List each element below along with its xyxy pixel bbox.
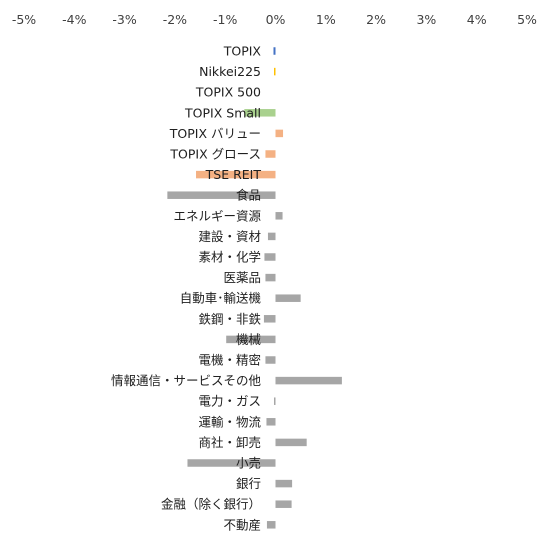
x-tick-label: 4% [467, 12, 487, 27]
category-label: 医薬品 [223, 270, 261, 285]
bar [274, 67, 276, 76]
category-label: 商社・卸売 [198, 435, 261, 450]
x-tick-label: -2% [163, 12, 187, 27]
category-label: 不動産 [223, 517, 261, 532]
x-tick-label: 2% [366, 12, 386, 27]
category-label: 運輸・物流 [198, 414, 261, 429]
category-label: 電力・ガス [198, 394, 261, 409]
bar [167, 191, 276, 199]
category-label: TSE REIT [205, 167, 262, 182]
category-label: 機械 [236, 332, 262, 347]
x-tick-label: 0% [266, 12, 286, 27]
bar [196, 170, 276, 179]
bar [265, 150, 276, 158]
category-label: 金融（除く銀行） [161, 497, 261, 512]
category-label: 情報通信・サービスその他 [111, 373, 262, 388]
x-tick-label: 5% [517, 12, 537, 27]
bar [244, 109, 276, 117]
bar [226, 335, 276, 344]
category-label: 食品 [236, 188, 261, 203]
category-label: TOPIX グロース [169, 147, 261, 162]
x-tick-label: -3% [112, 12, 136, 27]
bar [275, 212, 283, 220]
bar [266, 521, 276, 529]
bar [187, 459, 276, 467]
bar [265, 273, 276, 282]
category-label: 鉄鋼・非鉄 [198, 311, 261, 326]
x-tick-label: -5% [12, 12, 36, 27]
category-label: 素材・化学 [198, 250, 261, 265]
bar [275, 479, 293, 488]
bar [264, 253, 276, 261]
bar [275, 294, 301, 302]
category-label: TOPIX 500 [195, 85, 261, 100]
category-label: 小売 [236, 456, 261, 471]
bar [275, 376, 342, 385]
x-tick-label: -1% [213, 12, 237, 27]
category-label: TOPIX Small [184, 105, 261, 120]
bar [274, 397, 276, 405]
bar [275, 129, 284, 138]
category-label: Nikkei225 [199, 64, 261, 79]
bar [273, 47, 276, 55]
bar [266, 418, 276, 426]
category-label: 自動車･輸送機 [180, 291, 262, 306]
category-label: 建設・資材 [198, 229, 261, 244]
category-labels: TOPIX Nikkei225 TOPIX 500 TOPIX Small TOPIX … [111, 44, 262, 533]
x-tick-label: 1% [316, 12, 336, 27]
bar [267, 232, 276, 241]
bar [265, 356, 276, 364]
x-tick-label: -4% [62, 12, 86, 27]
bar [275, 500, 292, 508]
category-label: TOPIX バリュー [169, 126, 261, 141]
bar [275, 438, 307, 447]
x-tick-label: 3% [416, 12, 436, 27]
category-label: エネルギー資源 [173, 208, 261, 223]
category-label: TOPIX [223, 44, 262, 59]
bars [167, 47, 342, 529]
x-axis-ticks: -5% -4% -3% -2% -1% 0% 1% 2% 3% 4% 5% [12, 12, 537, 27]
bar [263, 315, 276, 323]
category-label: 電機・精密 [198, 353, 261, 368]
category-label: 銀行 [236, 476, 261, 491]
